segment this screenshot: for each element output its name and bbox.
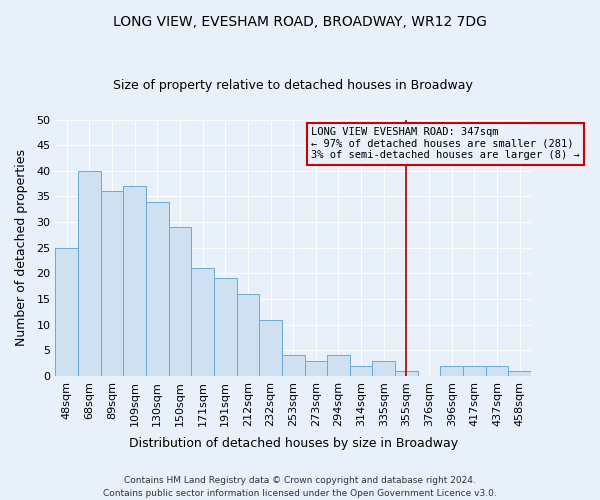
Bar [146,202,169,376]
Text: LONG VIEW, EVESHAM ROAD, BROADWAY, WR12 7DG: LONG VIEW, EVESHAM ROAD, BROADWAY, WR12 … [113,15,487,29]
Bar [78,171,101,376]
Bar [259,320,282,376]
Bar [508,371,531,376]
Bar [101,192,123,376]
Bar [395,371,418,376]
Bar [463,366,486,376]
Bar [327,356,350,376]
Y-axis label: Number of detached properties: Number of detached properties [15,149,28,346]
Bar [214,278,236,376]
X-axis label: Distribution of detached houses by size in Broadway: Distribution of detached houses by size … [128,437,458,450]
Bar [169,227,191,376]
Bar [486,366,508,376]
Bar [350,366,373,376]
Bar [440,366,463,376]
Bar [282,356,305,376]
Bar [55,248,78,376]
Bar [191,268,214,376]
Bar [236,294,259,376]
Text: Contains HM Land Registry data © Crown copyright and database right 2024.
Contai: Contains HM Land Registry data © Crown c… [103,476,497,498]
Bar [373,360,395,376]
Bar [123,186,146,376]
Title: Size of property relative to detached houses in Broadway: Size of property relative to detached ho… [113,79,473,92]
Text: LONG VIEW EVESHAM ROAD: 347sqm
← 97% of detached houses are smaller (281)
3% of : LONG VIEW EVESHAM ROAD: 347sqm ← 97% of … [311,127,580,160]
Bar [305,360,327,376]
